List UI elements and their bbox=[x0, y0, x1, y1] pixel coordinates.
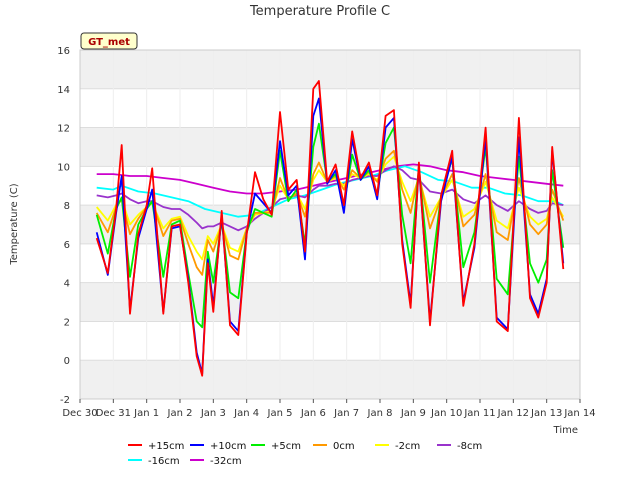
legend-label: +10cm bbox=[210, 441, 246, 452]
legend-label: -2cm bbox=[395, 441, 420, 452]
gt-met-badge-box bbox=[80, 32, 138, 50]
series-lines bbox=[95, 80, 565, 377]
x-tick-label: Jan 13 bbox=[530, 408, 562, 419]
legend-item: -16cm bbox=[128, 456, 180, 467]
series-line-p5cm bbox=[95, 122, 565, 329]
legend-label: -16cm bbox=[148, 456, 180, 467]
legend-item: -32cm bbox=[190, 456, 242, 467]
series-line-m16cm bbox=[96, 165, 564, 218]
legend: +15cm +10cm +5cm 0cm -2cm -8cm -16cm -32cm bbox=[128, 441, 482, 467]
y-tick-label: 8 bbox=[64, 201, 70, 212]
y-tick-label: 0 bbox=[64, 356, 70, 367]
x-tick-label: Jan 2 bbox=[167, 408, 193, 419]
legend-label: +5cm bbox=[271, 441, 301, 452]
legend-item: -2cm bbox=[375, 441, 420, 452]
x-tick-label: Jan 10 bbox=[430, 408, 462, 419]
x-tick-label: Dec 31 bbox=[96, 408, 131, 419]
y-tick-label: 10 bbox=[57, 162, 70, 173]
x-tick-label: Jan 9 bbox=[400, 408, 426, 419]
y-tick-label: 6 bbox=[64, 240, 70, 251]
y-axis-ticks: -2 0 2 4 6 8 10 12 14 16 bbox=[57, 46, 70, 406]
legend-item: +5cm bbox=[251, 441, 301, 452]
plot-band bbox=[80, 50, 580, 89]
plot-border bbox=[79, 49, 581, 400]
x-tick-label: Jan 8 bbox=[367, 408, 393, 419]
y-axis-label: Temperature (C) bbox=[9, 183, 20, 265]
x-tick-label: Dec 30 bbox=[62, 408, 97, 419]
series-line-m8cm bbox=[96, 165, 564, 232]
x-tick-label: Jan 7 bbox=[333, 408, 359, 419]
legend-label: -8cm bbox=[457, 441, 482, 452]
legend-item: +15cm bbox=[128, 441, 184, 452]
legend-item: 0cm bbox=[313, 441, 355, 452]
x-tick-label: Jan 14 bbox=[563, 408, 595, 419]
x-tick-label: Jan 3 bbox=[200, 408, 226, 419]
plot-band bbox=[80, 282, 580, 322]
y-tick-label: 12 bbox=[57, 124, 70, 135]
plot-band bbox=[80, 127, 580, 167]
x-axis-label: Time bbox=[553, 425, 578, 436]
legend-label: +15cm bbox=[148, 441, 184, 452]
y-tick-label: 16 bbox=[57, 46, 70, 57]
x-tick-label: Jan 12 bbox=[497, 408, 529, 419]
x-tick-label: Jan 1 bbox=[133, 408, 159, 419]
grid-lines bbox=[79, 49, 581, 400]
y-tick-label: 2 bbox=[64, 317, 70, 328]
plot-area bbox=[80, 50, 580, 399]
chart-title: Temperature Profile C bbox=[249, 4, 390, 19]
y-tick-label: 4 bbox=[64, 279, 70, 290]
series-line-p15cm bbox=[95, 80, 565, 377]
gt-met-badge: GT_met bbox=[80, 32, 138, 50]
legend-item: -8cm bbox=[437, 441, 482, 452]
x-tick-label: Jan 4 bbox=[233, 408, 259, 419]
series-line-0cm bbox=[95, 149, 565, 276]
series-line-m2cm bbox=[96, 155, 565, 261]
plot-band bbox=[80, 205, 580, 244]
y-tick-label: -2 bbox=[60, 395, 70, 406]
gt-met-badge-label: GT_met bbox=[88, 37, 130, 48]
x-tick-label: Jan 11 bbox=[463, 408, 495, 419]
legend-item: +10cm bbox=[190, 441, 246, 452]
legend-label: -32cm bbox=[210, 456, 242, 467]
x-tick-label: Jan 6 bbox=[300, 408, 326, 419]
y-tick-label: 14 bbox=[57, 85, 70, 96]
plot-band bbox=[80, 360, 580, 399]
legend-label: 0cm bbox=[333, 441, 355, 452]
x-tick-label: Jan 5 bbox=[267, 408, 293, 419]
